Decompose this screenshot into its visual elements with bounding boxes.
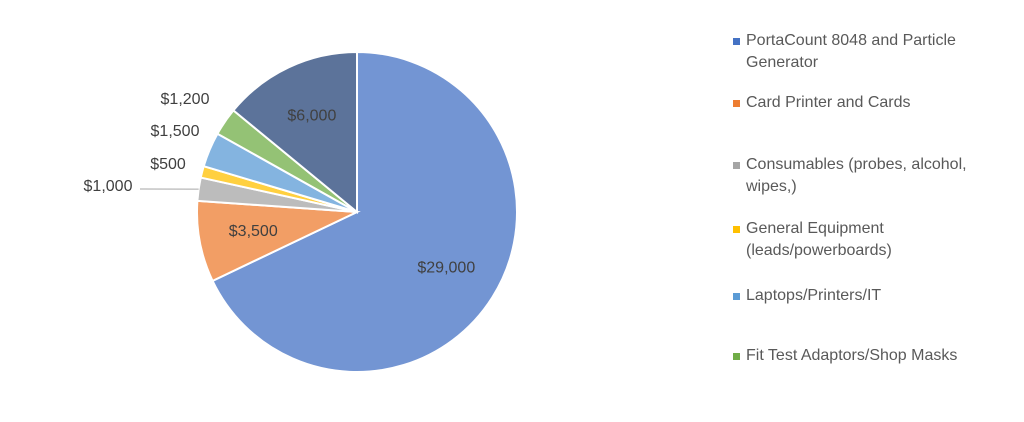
legend-label: General Equipment (leads/powerboards) <box>746 220 892 259</box>
legend-item: General Equipment (leads/powerboards) <box>733 218 1013 262</box>
data-label: $1,000 <box>84 178 133 195</box>
data-label: $29,000 <box>417 260 475 277</box>
legend-item: Laptops/Printers/IT <box>733 285 1013 307</box>
data-label: $6,000 <box>287 108 336 125</box>
data-label: $1,200 <box>161 91 210 108</box>
legend-item: Fit Test Adaptors/Shop Masks <box>733 345 1013 367</box>
legend-swatch <box>733 162 740 169</box>
legend-swatch <box>733 38 740 45</box>
legend-item: Consumables (probes, alcohol, wipes,) <box>733 154 1013 198</box>
legend-swatch <box>733 100 740 107</box>
pie-slice <box>231 50 358 215</box>
legend-label: Laptops/Printers/IT <box>746 287 882 304</box>
legend-item: Card Printer and Cards <box>733 92 1013 114</box>
data-label: $3,500 <box>229 223 278 240</box>
legend-label: Fit Test Adaptors/Shop Masks <box>746 347 958 364</box>
data-label: $500 <box>150 156 186 173</box>
legend-swatch <box>733 293 740 300</box>
legend-item: PortaCount 8048 and Particle Generator <box>733 30 1013 74</box>
data-label: $1,500 <box>151 123 200 140</box>
legend-label: Card Printer and Cards <box>746 94 911 111</box>
legend-label: PortaCount 8048 and Particle Generator <box>746 32 956 71</box>
legend-label: Consumables (probes, alcohol, wipes,) <box>746 156 967 195</box>
legend-swatch <box>733 353 740 360</box>
pie-slice <box>211 50 518 373</box>
chart: $29,000 $3,500 $1,000 $500 $1,500 $1,200 $6,00… <box>84 50 518 373</box>
legend-swatch <box>733 226 740 233</box>
